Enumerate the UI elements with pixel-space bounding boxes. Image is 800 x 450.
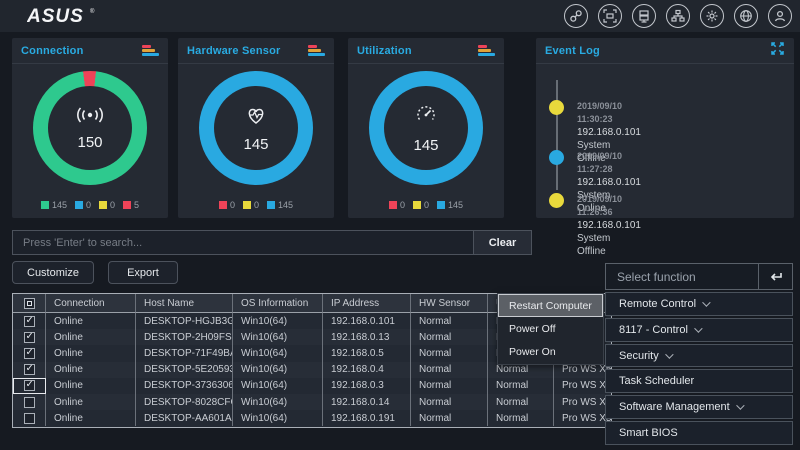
svg-text:®: ® xyxy=(90,8,95,15)
col-hw-sensor[interactable]: HW Sensor xyxy=(411,294,488,313)
row-checkbox[interactable] xyxy=(24,364,35,375)
hardware-sensor-panel-title: Hardware Sensor xyxy=(187,45,280,57)
chevron-down-icon xyxy=(694,324,702,332)
bar-chart-icon[interactable] xyxy=(142,45,159,56)
top-icon-bar xyxy=(564,4,792,28)
event-status-dot xyxy=(549,100,564,115)
signal-icon xyxy=(73,106,107,129)
row-checkbox[interactable] xyxy=(24,380,35,391)
event-status: System Offline xyxy=(577,232,641,258)
event-time: 2019/09/10 11:27:28 xyxy=(577,150,641,176)
function-item-smart-bios[interactable]: Smart BIOS xyxy=(605,421,793,445)
dashboard: ASUS ® xyxy=(0,0,800,450)
event-time: 2019/09/10 11:30:23 xyxy=(577,100,641,126)
connection-total: 150 xyxy=(77,134,102,151)
function-item-software-management[interactable]: Software Management xyxy=(605,395,793,419)
menu-item-power-on[interactable]: Power On xyxy=(498,341,603,364)
utilization-panel-title: Utilization xyxy=(357,45,412,57)
heart-pulse-icon xyxy=(243,104,269,131)
event-ip: 192.168.0.101 xyxy=(577,219,641,232)
utilization-legend: 0 0 145 xyxy=(348,200,504,210)
table-row[interactable]: Online DESKTOP-AA601A7 Win10(64) 192.168… xyxy=(13,410,611,426)
select-function-panel: Select function Remote Control 8117 - Co… xyxy=(605,263,793,445)
select-all-checkbox[interactable] xyxy=(24,298,35,309)
function-item-remote-control[interactable]: Remote Control xyxy=(605,292,793,316)
top-bar: ASUS ® xyxy=(0,0,800,32)
hardware-sensor-legend: 0 0 145 xyxy=(178,200,334,210)
clear-button[interactable]: Clear xyxy=(474,230,532,255)
event-log-panel-title: Event Log xyxy=(545,45,600,57)
scan-icon[interactable] xyxy=(598,4,622,28)
hardware-sensor-donut: 145 xyxy=(199,71,313,185)
menu-item-power-off[interactable]: Power Off xyxy=(498,317,603,340)
enter-icon[interactable] xyxy=(758,264,792,289)
row-checkbox[interactable] xyxy=(24,348,35,359)
svg-text:ASUS: ASUS xyxy=(27,6,84,27)
utilization-panel: Utilization 145 0 0 xyxy=(348,38,504,218)
select-function-label: Select function xyxy=(606,270,758,284)
event-time: 2019/09/10 11:26:36 xyxy=(577,193,641,219)
function-item-8117-control[interactable]: 8117 - Control xyxy=(605,318,793,342)
cluster-icon[interactable] xyxy=(666,4,690,28)
connection-panel: Connection 150 145 0 0 5 xyxy=(12,38,168,218)
hardware-sensor-total: 145 xyxy=(243,136,268,153)
event-log-panel: Event Log 2019/09/10 11:30:23 192.168.0.… xyxy=(536,38,794,218)
connection-legend: 145 0 0 5 xyxy=(12,200,168,210)
table-row[interactable]: Online DESKTOP-3736306 Win10(64) 192.168… xyxy=(13,378,611,394)
function-item-security[interactable]: Security xyxy=(605,344,793,368)
bar-chart-icon[interactable] xyxy=(308,45,325,56)
customize-button[interactable]: Customize xyxy=(12,261,94,284)
row-checkbox[interactable] xyxy=(24,397,35,408)
gauge-icon xyxy=(414,103,438,132)
event-ip: 192.168.0.101 xyxy=(577,176,641,189)
menu-item-restart-computer[interactable]: Restart Computer xyxy=(498,294,603,317)
chevron-down-icon xyxy=(665,350,673,358)
export-button[interactable]: Export xyxy=(108,261,178,284)
power-context-menu: Restart Computer Power Off Power On xyxy=(497,293,604,365)
chevron-down-icon xyxy=(736,402,744,410)
col-ip-address[interactable]: IP Address xyxy=(323,294,411,313)
col-connection[interactable]: Connection xyxy=(46,294,136,313)
connection-donut: 150 xyxy=(33,71,147,185)
event-status-dot xyxy=(549,193,564,208)
function-item-task-scheduler[interactable]: Task Scheduler xyxy=(605,369,793,393)
row-checkbox[interactable] xyxy=(24,332,35,343)
bar-chart-icon[interactable] xyxy=(478,45,495,56)
hardware-sensor-panel: Hardware Sensor 145 0 0 145 xyxy=(178,38,334,218)
utilization-total: 145 xyxy=(413,137,438,154)
event-ip: 192.168.0.101 xyxy=(577,126,641,139)
server-icon[interactable] xyxy=(632,4,656,28)
account-icon[interactable] xyxy=(768,4,792,28)
expand-icon[interactable] xyxy=(770,41,785,61)
col-os-information[interactable]: OS Information xyxy=(233,294,323,313)
select-function-header: Select function xyxy=(605,263,793,290)
event-log-timeline: 2019/09/10 11:30:23 192.168.0.101 System… xyxy=(536,72,794,212)
search-input[interactable] xyxy=(12,230,474,255)
connection-panel-title: Connection xyxy=(21,45,84,57)
row-checkbox[interactable] xyxy=(24,413,35,424)
globe-icon[interactable] xyxy=(734,4,758,28)
col-host-name[interactable]: Host Name xyxy=(136,294,233,313)
table-row[interactable]: Online DESKTOP-8028CFC Win10(64) 192.168… xyxy=(13,394,611,410)
utilization-donut: 145 xyxy=(369,71,483,185)
chevron-down-icon xyxy=(702,298,710,306)
event-status-dot xyxy=(549,150,564,165)
asus-logo: ASUS ® xyxy=(27,5,95,27)
row-checkbox[interactable] xyxy=(24,316,35,327)
link-icon[interactable] xyxy=(564,4,588,28)
gear-icon[interactable] xyxy=(700,4,724,28)
